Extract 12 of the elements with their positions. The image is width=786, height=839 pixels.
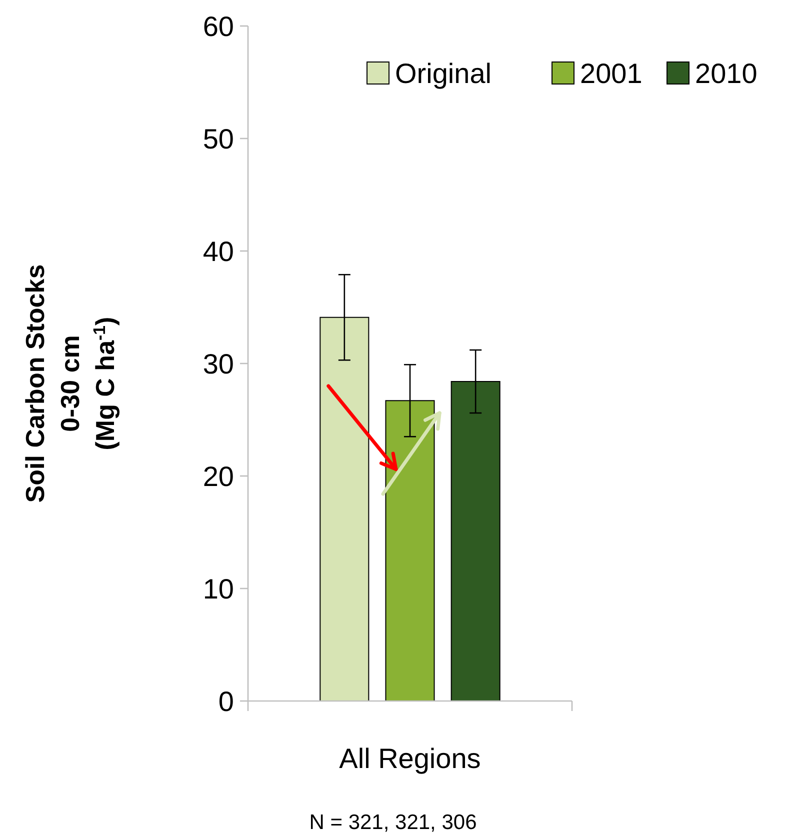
legend-label: 2010 <box>695 58 758 89</box>
text: N = 321, 321, 306 <box>309 811 477 834</box>
y-tick-label: 0 <box>218 686 234 717</box>
legend-label: Original <box>395 58 492 89</box>
legend-label: 2001 <box>580 58 642 89</box>
y-tick-label: 40 <box>202 236 234 267</box>
y-tick-label: 50 <box>202 123 234 154</box>
y-tick-label: 20 <box>202 460 234 492</box>
y-tick-label: 30 <box>202 348 234 380</box>
y-tick-label: 60 <box>202 10 234 42</box>
x-tick-label: All Regions <box>339 743 481 774</box>
y-tick-label: 10 <box>202 573 234 604</box>
